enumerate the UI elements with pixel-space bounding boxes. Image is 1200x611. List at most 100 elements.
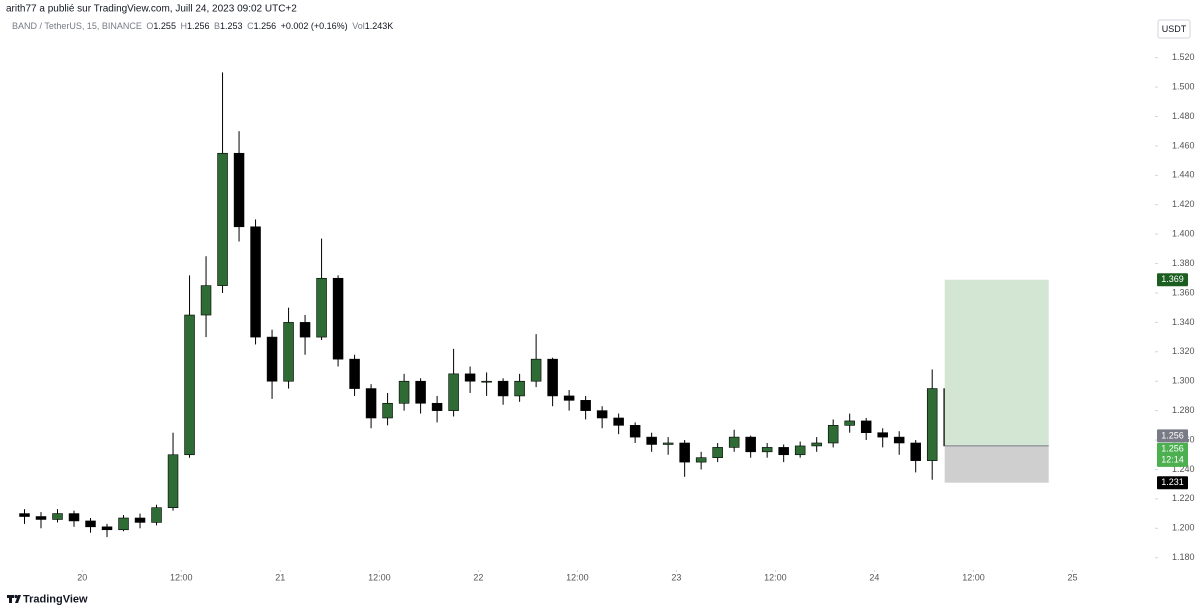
candle-body bbox=[827, 425, 839, 444]
candle-body bbox=[250, 226, 261, 338]
candle-body bbox=[629, 425, 641, 438]
y-tick-label: 1.200 bbox=[1172, 523, 1195, 533]
candle-body bbox=[778, 447, 789, 456]
y-tick-label: 1.400 bbox=[1172, 229, 1195, 239]
candle-body bbox=[365, 388, 377, 419]
candle-body bbox=[299, 322, 311, 338]
candle-body bbox=[613, 417, 624, 426]
candle-body bbox=[52, 513, 63, 520]
candle-body bbox=[316, 277, 327, 338]
candle-body bbox=[167, 454, 179, 508]
candle-body bbox=[530, 358, 542, 382]
legend: BAND / TetherUS, 15, BINANCE O1.255 H1.2… bbox=[12, 21, 393, 31]
candle-body bbox=[35, 516, 47, 520]
plot-area: 1.1801.2001.2201.2401.2601.2801.3001.320… bbox=[19, 52, 1195, 582]
legend-label: C bbox=[247, 21, 254, 31]
candle-body bbox=[415, 380, 426, 404]
candle-body bbox=[596, 410, 608, 419]
x-tick-label: 21 bbox=[275, 572, 285, 582]
x-tick-label: 20 bbox=[77, 572, 87, 582]
candle-body bbox=[382, 402, 393, 419]
y-tick-label: 1.220 bbox=[1172, 493, 1195, 503]
legend-value: 1.256 bbox=[254, 21, 277, 31]
legend-change: +0.002 (+0.16%) bbox=[281, 21, 348, 31]
candle-body bbox=[217, 152, 228, 286]
candle-body bbox=[580, 400, 591, 411]
target-label: 1.369 bbox=[1161, 274, 1184, 284]
candle-body bbox=[85, 520, 96, 528]
loss-zone bbox=[944, 445, 1049, 483]
legend-value: 1.253 bbox=[220, 21, 243, 31]
last-price-label: 1.256 bbox=[1161, 443, 1184, 453]
x-tick-label: 12:00 bbox=[368, 572, 391, 582]
y-tick-label: 1.480 bbox=[1172, 111, 1195, 121]
header: arith77 a publié sur TradingView.com, Ju… bbox=[6, 4, 297, 15]
candle-body bbox=[448, 373, 459, 411]
legend-label: O bbox=[146, 21, 153, 31]
entry-label: 1.256 bbox=[1161, 430, 1184, 440]
x-tick-label: 12:00 bbox=[566, 572, 589, 582]
candle-body bbox=[794, 445, 806, 456]
y-tick-label: 1.420 bbox=[1172, 199, 1195, 209]
y-tick-label: 1.300 bbox=[1172, 376, 1195, 386]
candle-body bbox=[464, 373, 476, 382]
y-tick-label: 1.240 bbox=[1172, 464, 1195, 474]
candle-body bbox=[431, 402, 443, 411]
candle-body bbox=[926, 388, 938, 461]
footer-logo bbox=[7, 594, 21, 603]
candle-body bbox=[712, 447, 723, 458]
candle-body bbox=[19, 513, 30, 517]
y-tick-label: 1.360 bbox=[1172, 287, 1195, 297]
y-tick-label: 1.180 bbox=[1172, 552, 1195, 562]
footer: TradingView bbox=[23, 593, 88, 605]
y-tick-label: 1.440 bbox=[1172, 170, 1195, 180]
x-tick-label: 23 bbox=[671, 572, 681, 582]
x-tick-label: 12:00 bbox=[962, 572, 985, 582]
candle-body bbox=[497, 380, 509, 397]
last-price-bg bbox=[1157, 442, 1188, 467]
candle-body bbox=[134, 517, 146, 523]
candle-body bbox=[893, 436, 905, 444]
candle-body bbox=[844, 420, 855, 426]
candle-body bbox=[679, 442, 690, 463]
candle-body bbox=[728, 436, 740, 448]
legend-value: 1.255 bbox=[153, 21, 176, 31]
candle-body bbox=[514, 380, 525, 397]
candle-body bbox=[266, 336, 278, 382]
y-tick-label: 1.380 bbox=[1172, 258, 1195, 268]
target-label-bg bbox=[1157, 273, 1188, 287]
candle-body bbox=[398, 380, 410, 404]
stop-label: 1.231 bbox=[1161, 477, 1184, 487]
candle-body bbox=[695, 457, 707, 463]
x-tick-label: 12:00 bbox=[764, 572, 787, 582]
candle-body bbox=[68, 513, 80, 522]
legend-label: H bbox=[180, 21, 187, 31]
legend-label: Vol bbox=[352, 21, 365, 31]
y-tick-label: 1.340 bbox=[1172, 317, 1195, 327]
candle-body bbox=[662, 442, 674, 445]
y-tick-label: 1.460 bbox=[1172, 140, 1195, 150]
candle-body bbox=[877, 432, 888, 438]
profit-zone bbox=[944, 279, 1049, 446]
candle-body bbox=[811, 442, 822, 447]
x-tick-label: 22 bbox=[473, 572, 483, 582]
y-tick-label: 1.520 bbox=[1172, 52, 1195, 62]
entry-label-bg bbox=[1157, 429, 1188, 443]
legend-label: B bbox=[214, 21, 220, 31]
currency: USDT bbox=[1162, 24, 1187, 34]
candle-body bbox=[200, 285, 212, 316]
candle-body bbox=[101, 526, 113, 531]
candle-body bbox=[646, 436, 657, 445]
candle-body bbox=[118, 517, 129, 531]
y-tick-label: 1.500 bbox=[1172, 81, 1195, 91]
candle-body bbox=[349, 358, 360, 389]
candle-body bbox=[283, 322, 294, 382]
legend-value: 1.256 bbox=[187, 21, 210, 31]
candle-body bbox=[860, 420, 872, 433]
currency-box[interactable] bbox=[1157, 19, 1191, 39]
symbol: BAND / TetherUS, 15, BINANCE bbox=[12, 21, 142, 31]
candle-body bbox=[745, 436, 756, 453]
candle-body bbox=[761, 447, 773, 453]
countdown: 12:14 bbox=[1161, 454, 1184, 464]
